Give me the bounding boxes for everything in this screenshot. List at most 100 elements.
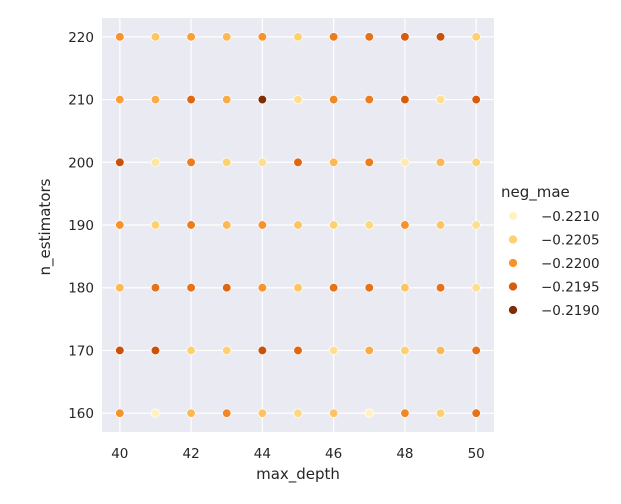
data-point: [186, 220, 196, 230]
data-point: [186, 345, 196, 356]
data-point: [293, 220, 303, 230]
data-point: [471, 32, 481, 42]
data-points: [115, 32, 481, 418]
data-point: [364, 94, 374, 105]
data-point: [293, 408, 303, 418]
data-point: [293, 32, 303, 42]
data-point: [115, 32, 125, 42]
data-point: [328, 283, 339, 293]
data-point: [400, 283, 410, 293]
data-point: [364, 157, 374, 167]
data-point: [257, 157, 268, 167]
data-point: [364, 283, 374, 293]
data-point: [400, 408, 410, 418]
x-tick-label: 42: [182, 446, 199, 462]
legend-label: −0.2190: [541, 303, 600, 319]
x-tick-label: 50: [468, 446, 485, 462]
x-tick-label: 48: [396, 446, 413, 462]
data-point: [115, 94, 125, 105]
y-tick-label: 200: [68, 155, 94, 171]
data-point: [364, 220, 374, 230]
data-point: [257, 220, 268, 230]
legend: neg_mae −0.2210 −0.2205 −0.2200 −0.2195 −0.2…: [501, 183, 600, 319]
data-point: [435, 220, 446, 230]
data-point: [222, 94, 232, 105]
y-tick-label: 190: [68, 218, 94, 234]
y-tick-label: 170: [68, 343, 94, 359]
data-point: [150, 157, 161, 167]
data-point: [150, 220, 161, 230]
data-point: [115, 345, 125, 356]
data-point: [257, 32, 268, 42]
data-point: [328, 157, 339, 167]
legend-title: neg_mae: [501, 183, 570, 202]
data-point: [186, 157, 196, 167]
data-point: [328, 220, 339, 230]
data-point: [150, 345, 161, 356]
x-axis-label: max_depth: [256, 465, 340, 484]
y-tick-labels: 160 170 180 190 200 210 220: [68, 30, 94, 422]
legend-label: −0.2205: [541, 233, 600, 249]
data-point: [293, 283, 303, 293]
legend-label: −0.2210: [541, 209, 600, 225]
y-tick-label: 160: [68, 406, 94, 422]
data-point: [364, 32, 374, 42]
data-point: [222, 283, 232, 293]
data-point: [435, 283, 446, 293]
data-point: [150, 408, 161, 418]
data-point: [364, 345, 374, 356]
data-point: [257, 283, 268, 293]
y-tick-label: 220: [68, 30, 94, 46]
data-point: [186, 32, 196, 42]
legend-label: −0.2200: [541, 256, 600, 272]
data-point: [471, 283, 481, 293]
y-tick-label: 210: [68, 93, 94, 109]
data-point: [222, 220, 232, 230]
data-point: [257, 94, 268, 105]
data-point: [222, 345, 232, 356]
data-point: [471, 220, 481, 230]
legend-marker: [508, 234, 518, 245]
data-point: [293, 345, 303, 356]
legend-marker: [508, 305, 518, 315]
data-point: [328, 94, 339, 105]
data-point: [435, 408, 446, 418]
data-point: [400, 220, 410, 230]
legend-label: −0.2195: [541, 280, 600, 296]
data-point: [115, 220, 125, 230]
legend-marker: [508, 211, 518, 221]
legend-marker: [508, 258, 518, 268]
data-point: [257, 408, 268, 418]
data-point: [435, 32, 446, 42]
data-point: [435, 94, 446, 105]
data-point: [471, 157, 481, 167]
data-point: [328, 408, 339, 418]
data-point: [400, 345, 410, 356]
data-point: [257, 345, 268, 356]
data-point: [222, 32, 232, 42]
data-point: [115, 157, 125, 167]
x-tick-label: 46: [325, 446, 342, 462]
y-axis-label: n_estimators: [36, 178, 55, 275]
data-point: [150, 32, 161, 42]
data-point: [471, 408, 481, 418]
x-tick-label: 44: [254, 446, 271, 462]
legend-marker: [508, 281, 518, 292]
data-point: [364, 408, 374, 418]
data-point: [150, 94, 161, 105]
data-point: [471, 345, 481, 356]
x-tick-labels: 40 42 44 46 48 50: [111, 446, 485, 462]
data-point: [222, 408, 232, 418]
data-point: [328, 345, 339, 356]
data-point: [471, 94, 481, 105]
data-point: [435, 345, 446, 356]
y-tick-label: 180: [68, 281, 94, 297]
data-point: [186, 283, 196, 293]
data-point: [400, 157, 410, 167]
data-point: [186, 94, 196, 105]
data-point: [222, 157, 232, 167]
data-point: [400, 32, 410, 42]
data-point: [115, 283, 125, 293]
data-point: [435, 157, 446, 167]
